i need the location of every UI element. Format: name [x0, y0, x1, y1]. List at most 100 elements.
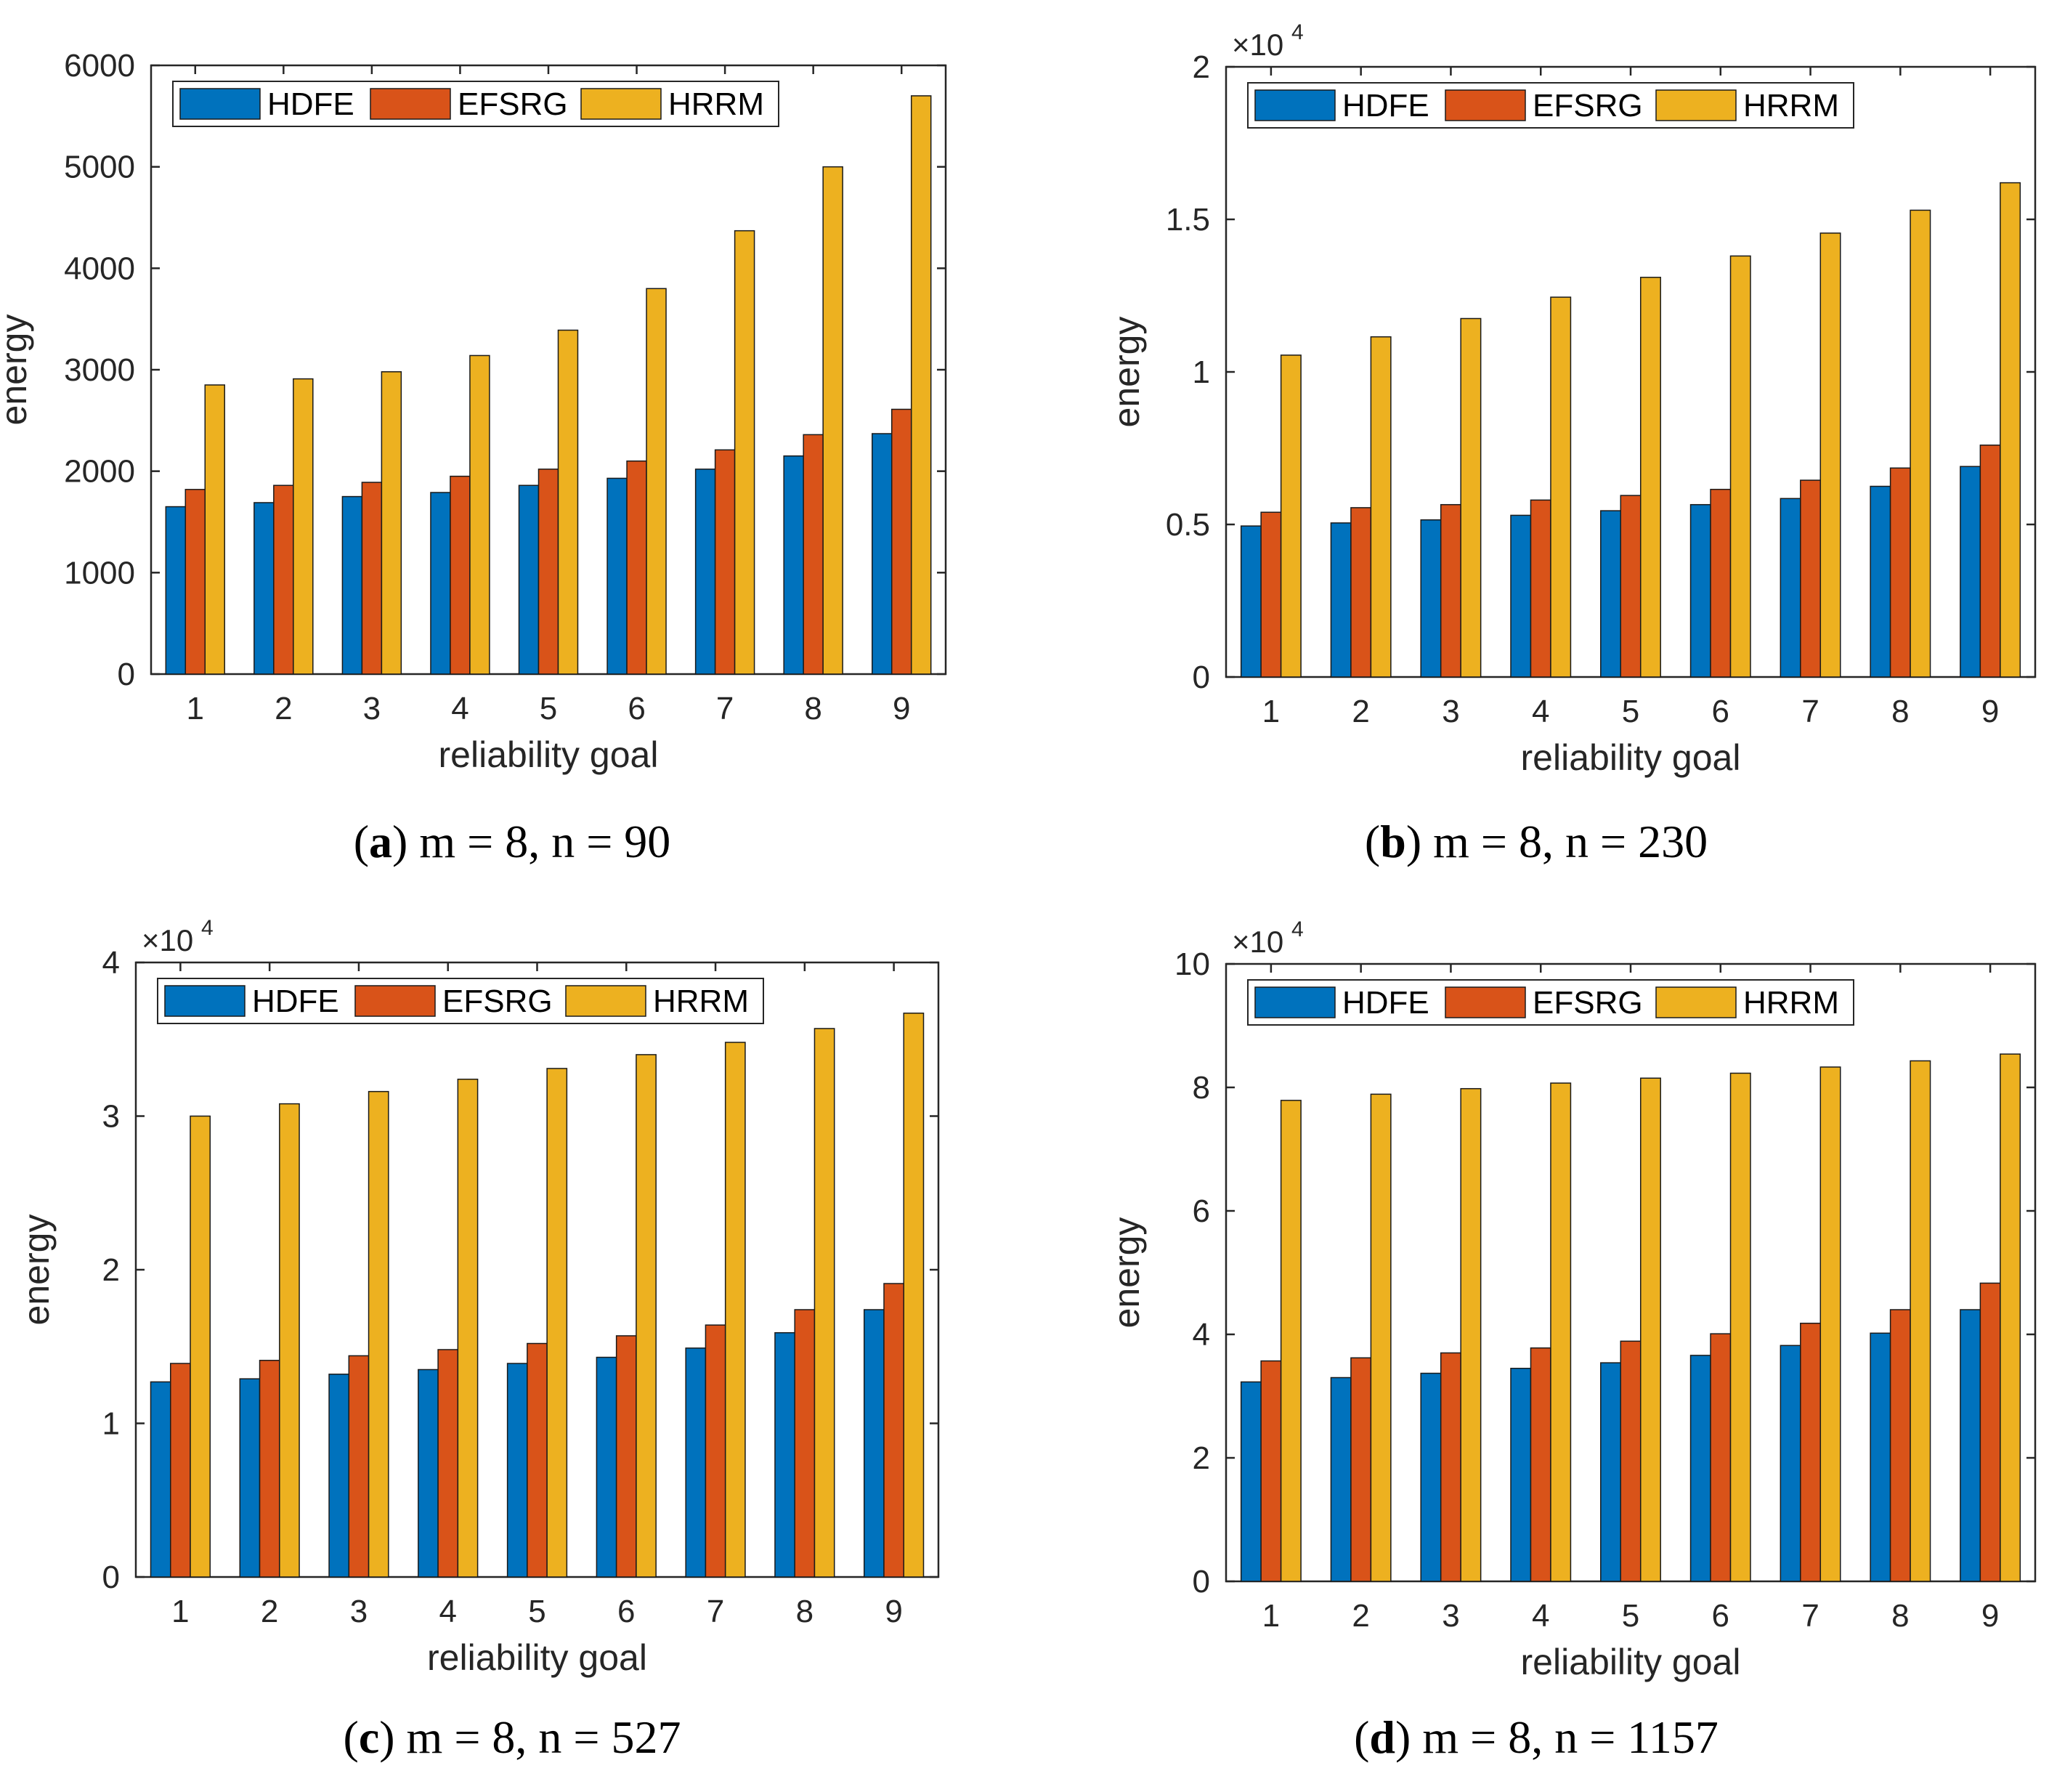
bar-hrrm-1 — [204, 384, 226, 675]
caption-text: m = 8, n = 527 — [394, 1711, 681, 1763]
bar-hrrm-8 — [1910, 209, 1931, 678]
bar-efsrg-9 — [1979, 1282, 2001, 1582]
bar-chart-c: 0 1 2 3 4 1 2 3 4 5 6 7 8 9 reliability goal energy ×10 4… — [16, 916, 940, 1678]
bar-hrrm-3 — [1460, 317, 1482, 678]
bar-hrrm-4 — [469, 354, 490, 675]
x-tick-label: 2 — [261, 1594, 278, 1629]
bar-efsrg-6 — [1710, 488, 1732, 678]
bar-hdfe-7 — [694, 469, 716, 675]
bar-hdfe-9 — [1960, 1309, 1981, 1582]
bar-hrrm-2 — [1370, 336, 1392, 678]
bar-efsrg-8 — [1889, 467, 1911, 678]
y-tick-label: 1 — [102, 1406, 120, 1442]
x-tick-label: 4 — [451, 691, 468, 726]
caption-letter: a — [369, 816, 393, 867]
legend-swatch-efsrg — [1445, 89, 1526, 121]
bar-hrrm-5 — [1639, 277, 1661, 678]
bar-hdfe-6 — [1689, 503, 1711, 678]
x-tick-label: 9 — [893, 691, 910, 726]
y-tick-label: 2 — [1193, 1440, 1210, 1476]
bar-hrrm-7 — [1819, 232, 1841, 678]
bar-efsrg-7 — [1800, 479, 1822, 678]
bar-efsrg-9 — [883, 1283, 904, 1578]
legend-label-efsrg: EFSRG — [458, 86, 568, 122]
y-tick-label: 1 — [1193, 354, 1210, 390]
bar-efsrg-2 — [1350, 1357, 1372, 1582]
bar-efsrg-6 — [626, 460, 647, 675]
bar-hrrm-1 — [190, 1115, 211, 1578]
y-tick-label: 3000 — [64, 352, 135, 388]
bar-hdfe-1 — [1240, 1381, 1262, 1582]
x-tick-label: 5 — [1622, 1598, 1639, 1634]
bar-hrrm-2 — [293, 378, 314, 675]
bar-hrrm-8 — [822, 166, 843, 675]
bar-hrrm-9 — [2000, 1053, 2021, 1582]
x-tick-label: 7 — [1801, 694, 1819, 729]
x-tick-label: 2 — [1352, 1598, 1369, 1634]
x-tick-label: 2 — [1352, 694, 1369, 729]
x-tick-label: 4 — [1532, 694, 1549, 729]
caption-c: (c) m = 8, n = 527 — [343, 1711, 681, 1763]
legend-label-hdfe: HDFE — [1342, 88, 1429, 123]
x-tick-label: 9 — [885, 1594, 902, 1629]
x-tick-label: 1 — [1262, 1598, 1280, 1634]
y-tick-label: 3 — [102, 1099, 120, 1135]
legend-swatch-efsrg — [1445, 986, 1526, 1018]
bar-efsrg-7 — [705, 1324, 726, 1578]
bar-hdfe-8 — [1870, 1332, 1891, 1582]
y-tick-label: 6 — [1193, 1193, 1210, 1229]
bar-hdfe-7 — [1780, 1345, 1801, 1582]
legend-label-hdfe: HDFE — [252, 984, 339, 1019]
bar-efsrg-2 — [1350, 507, 1372, 678]
x-tick-label: 8 — [804, 691, 821, 726]
bar-hdfe-1 — [150, 1381, 171, 1578]
legend-label-hrrm: HRRM — [668, 86, 764, 122]
chart-panel-c: 0 1 2 3 4 1 2 3 4 5 6 7 8 9 reliability goal energy ×10 4… — [0, 896, 1024, 1791]
bar-hrrm-9 — [903, 1013, 925, 1578]
legend-label-hrrm: HRRM — [653, 984, 749, 1019]
x-tick-label: 5 — [540, 691, 557, 726]
bar-efsrg-3 — [1440, 503, 1461, 678]
legend: HDFE EFSRG HRRM — [172, 81, 779, 127]
legend-label-hrrm: HRRM — [1743, 88, 1839, 123]
bar-efsrg-4 — [1530, 499, 1551, 678]
bar-chart-a: 0 1000 2000 3000 4000 5000 6000 1 2 3 4 5 6 7 8 9 reliab… — [0, 48, 947, 775]
legend-swatch-hdfe — [1254, 89, 1336, 121]
legend-swatch-hdfe — [179, 88, 261, 120]
bar-hdfe-2 — [1330, 522, 1352, 678]
bar-efsrg-9 — [890, 408, 912, 675]
bar-hrrm-6 — [1729, 1072, 1751, 1582]
bar-hrrm-1 — [1280, 354, 1302, 678]
legend: HDFE EFSRG HRRM — [1247, 82, 1854, 129]
legend-box — [1247, 979, 1854, 1026]
caption-text: m = 8, n = 90 — [407, 816, 671, 867]
y-tick-label: 0 — [1193, 660, 1210, 695]
bar-hdfe-5 — [1600, 1362, 1622, 1582]
x-axis-label: reliability goal — [1521, 737, 1741, 778]
x-tick-label: 6 — [1712, 694, 1729, 729]
x-tick-label: 3 — [1442, 1598, 1459, 1634]
y-axis-label: energy — [16, 1215, 57, 1326]
bar-hdfe-3 — [328, 1374, 350, 1578]
y-exponent-label: ×10 — [142, 923, 193, 957]
bar-hdfe-8 — [783, 455, 804, 675]
y-axis-label: energy — [1106, 1217, 1147, 1329]
legend-swatch-hdfe — [164, 985, 246, 1017]
bar-hrrm-9 — [2000, 182, 2021, 678]
bar-hrrm-8 — [1910, 1060, 1931, 1582]
chart-panel-b: 0 0.5 1 1.5 2 1 2 3 4 5 6 7 8 9 reliability goal energy… — [1024, 0, 2048, 896]
legend-swatch-hrrm — [1655, 986, 1737, 1018]
bar-efsrg-8 — [803, 434, 824, 675]
y-tick-label: 0 — [1193, 1564, 1210, 1600]
legend-box — [157, 978, 764, 1024]
bar-efsrg-5 — [537, 469, 559, 675]
y-exponent-power: 4 — [1291, 20, 1304, 44]
bar-hdfe-4 — [1510, 514, 1532, 678]
caption-d: (d) m = 8, n = 1157 — [1354, 1711, 1719, 1763]
bar-efsrg-5 — [1620, 1340, 1642, 1582]
bar-hrrm-6 — [1729, 255, 1751, 678]
legend-swatch-hrrm — [580, 88, 662, 120]
legend-swatch-hrrm — [1655, 89, 1737, 121]
x-tick-label: 5 — [528, 1594, 545, 1629]
bar-efsrg-1 — [184, 489, 206, 675]
